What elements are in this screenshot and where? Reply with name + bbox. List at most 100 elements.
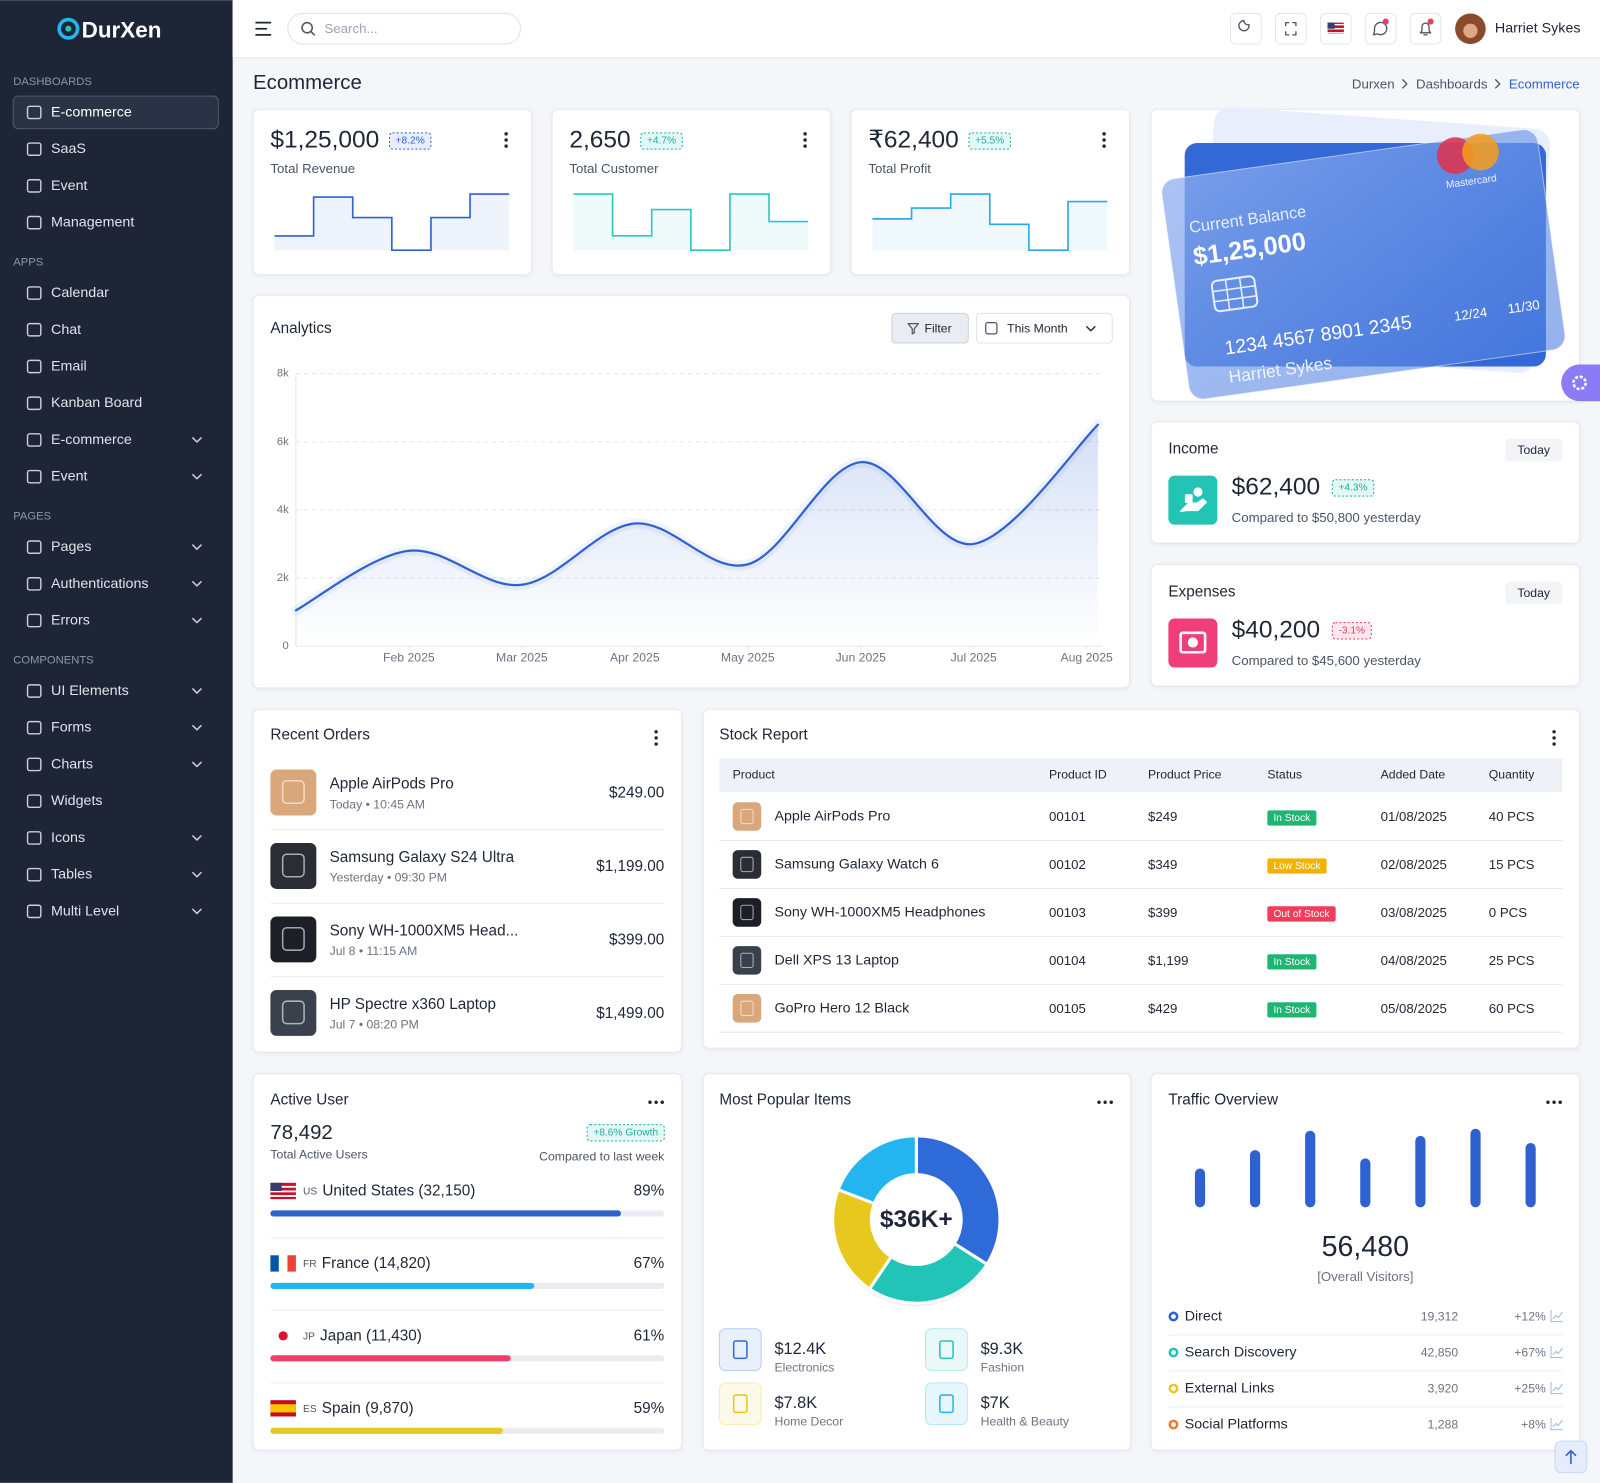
menu-item[interactable]: Forms — [51, 720, 91, 736]
menu-item[interactable]: Email — [51, 359, 87, 375]
menu-item[interactable]: Widgets — [51, 793, 103, 809]
menu-item[interactable]: Errors — [51, 613, 90, 629]
menu-item[interactable]: Event — [51, 469, 88, 485]
source-visits: 42,850 — [1421, 1346, 1459, 1360]
menu-item[interactable]: Charts — [51, 756, 93, 772]
chevron[interactable] — [192, 835, 202, 841]
badge-bg — [1331, 479, 1375, 497]
order-name: Apple AirPods Pro — [330, 775, 454, 792]
card-title: Expenses — [1168, 584, 1236, 601]
menu-dot[interactable] — [660, 1100, 664, 1104]
menu-dot[interactable] — [803, 132, 807, 136]
header-button[interactable] — [1409, 12, 1442, 45]
menu-dot[interactable] — [504, 144, 508, 148]
menu-dot[interactable] — [648, 1100, 652, 1104]
menu-dot[interactable] — [1102, 132, 1106, 136]
badge: +4.7% — [647, 135, 676, 146]
menu-item[interactable]: Chat — [51, 322, 81, 338]
order-thumb — [270, 769, 317, 816]
badge-bg — [1331, 622, 1372, 640]
section-title: COMPONENTS — [13, 654, 93, 666]
menu-dot[interactable] — [654, 742, 658, 746]
menu-item[interactable]: Icons — [51, 830, 85, 846]
donut-hole — [872, 1175, 961, 1264]
menu-dot[interactable] — [1552, 1100, 1556, 1104]
menu-dot[interactable] — [654, 736, 658, 740]
menu-dot[interactable] — [1546, 1100, 1550, 1104]
menu-dot[interactable] — [803, 144, 807, 148]
filter-label: Filter — [924, 322, 951, 336]
status-badge: In Stock — [1273, 1005, 1311, 1016]
chevron[interactable] — [192, 437, 202, 443]
menu-icon — [26, 179, 42, 193]
filter-button[interactable] — [891, 312, 969, 344]
menu-dot[interactable] — [1102, 144, 1106, 148]
menu-item[interactable]: Tables — [51, 867, 92, 883]
menu-item[interactable]: Multi Level — [51, 903, 119, 919]
compare-text: Compared to last week — [539, 1149, 665, 1163]
menu-item[interactable]: Authentications — [51, 576, 149, 592]
header-button[interactable] — [1275, 12, 1307, 45]
header-button[interactable] — [1364, 12, 1397, 45]
breadcrumb-item[interactable]: Dashboards — [1416, 76, 1488, 91]
breadcrumb-sep — [1494, 79, 1501, 89]
menu-dot[interactable] — [1097, 1100, 1101, 1104]
menu-item[interactable]: SaaS — [51, 141, 86, 157]
y-tick-label: 0 — [283, 640, 289, 652]
menu-item[interactable]: Pages — [51, 539, 91, 555]
menu-dot[interactable] — [1552, 730, 1556, 734]
menu-dot[interactable] — [1102, 138, 1106, 142]
flag — [270, 1404, 296, 1413]
menu-item[interactable]: Kanban Board — [51, 395, 142, 411]
menu-item[interactable]: Event — [51, 178, 88, 194]
menu-icon — [26, 904, 42, 919]
menu-dot[interactable] — [654, 1100, 658, 1104]
menu-dot[interactable] — [1552, 736, 1556, 740]
bar — [1525, 1143, 1536, 1208]
chevron[interactable] — [192, 544, 202, 550]
stat-label: Total Revenue — [270, 161, 355, 176]
menu-icon — [26, 215, 42, 230]
chevron[interactable] — [192, 617, 202, 624]
card-title: Analytics — [270, 320, 332, 337]
menu-item[interactable]: Management — [51, 215, 134, 231]
menu-dot[interactable] — [803, 138, 807, 142]
chevron[interactable] — [192, 724, 202, 731]
menu-dot[interactable] — [1552, 742, 1556, 746]
menu-item[interactable]: Calendar — [51, 285, 109, 301]
search-box[interactable] — [287, 12, 521, 45]
product-name: Sony WH-1000XM5 Headphones — [774, 904, 985, 920]
donut-segment — [867, 1241, 990, 1305]
card-chip — [1210, 275, 1259, 313]
breadcrumb-item[interactable]: Durxen — [1352, 76, 1395, 91]
menu-dot[interactable] — [504, 132, 508, 136]
chevron[interactable] — [192, 908, 202, 915]
user-name[interactable]: Harriet Sykes — [1495, 21, 1581, 37]
menu-item[interactable]: UI Elements — [51, 683, 129, 699]
amount: $40,200 — [1232, 616, 1320, 643]
chevron[interactable] — [192, 688, 202, 694]
menu-item[interactable]: E-commerce — [51, 432, 132, 448]
menu-dot[interactable] — [504, 138, 508, 142]
breadcrumb-item: Ecommerce — [1509, 76, 1580, 91]
period-button[interactable] — [976, 312, 1113, 344]
added-date: 02/08/2025 — [1381, 857, 1447, 872]
menu-dot[interactable] — [1103, 1100, 1107, 1104]
chevron[interactable] — [192, 581, 202, 587]
chevron[interactable] — [192, 871, 202, 878]
hamburger[interactable] — [255, 21, 272, 36]
progress-bar — [270, 1210, 621, 1217]
total-users: 78,492 — [270, 1122, 332, 1144]
settings-button[interactable] — [1561, 364, 1600, 402]
chevron[interactable] — [192, 761, 202, 768]
menu-dot[interactable] — [1109, 1100, 1113, 1104]
header-button[interactable] — [1230, 12, 1262, 45]
product-thumb — [732, 850, 762, 879]
menu-item[interactable]: E-commerce — [51, 104, 132, 120]
menu-dot[interactable] — [1558, 1100, 1562, 1104]
menu-icon — [26, 613, 42, 628]
chevron[interactable] — [192, 473, 202, 480]
menu-dot[interactable] — [654, 730, 658, 734]
source-name: Social Platforms — [1185, 1417, 1288, 1433]
product-thumb-item — [740, 856, 754, 873]
